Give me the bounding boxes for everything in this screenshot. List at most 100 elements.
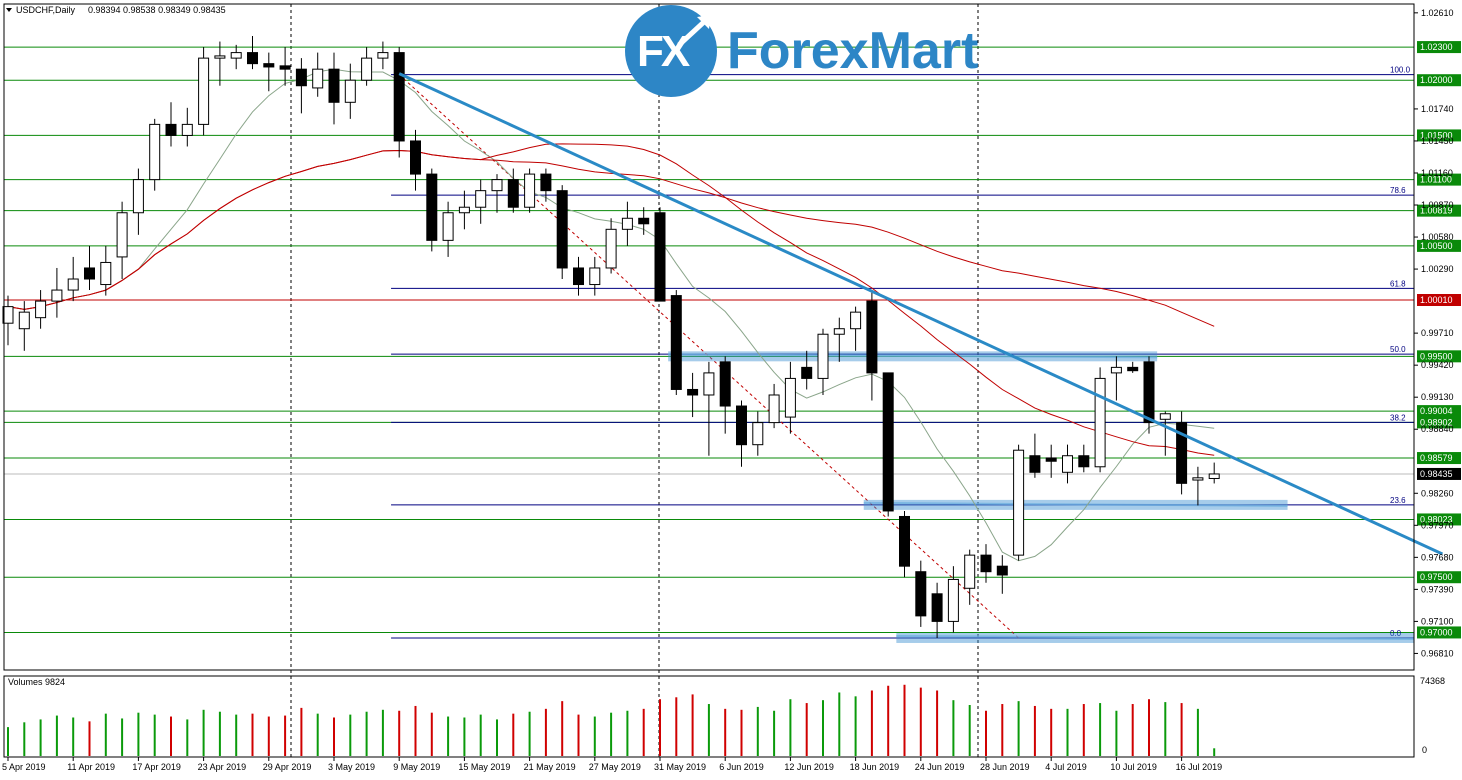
level-price-label: 0.98902 xyxy=(1420,417,1453,427)
candle-bear[interactable] xyxy=(1029,455,1041,473)
candle-bull[interactable] xyxy=(817,333,829,379)
candle-bull[interactable] xyxy=(1208,473,1220,479)
candle-bear[interactable] xyxy=(328,68,340,103)
y-tick-label: 0.99710 xyxy=(1421,328,1454,338)
candle-bear[interactable] xyxy=(719,361,731,407)
candle-bear[interactable] xyxy=(507,179,519,208)
candle-bull[interactable] xyxy=(377,52,389,59)
candle-bear[interactable] xyxy=(736,405,747,446)
candle-bull[interactable] xyxy=(361,57,373,81)
candle-bull[interactable] xyxy=(524,173,536,208)
candle-bull[interactable] xyxy=(1192,477,1204,481)
candle-bear[interactable] xyxy=(882,372,894,512)
candle-bear[interactable] xyxy=(931,593,943,622)
candle-bull[interactable] xyxy=(214,55,226,59)
candle-bear[interactable] xyxy=(393,52,405,142)
candle-bear[interactable] xyxy=(165,123,177,136)
fibonacci-label: 100.0 xyxy=(1390,66,1411,75)
candle-bear[interactable] xyxy=(279,65,291,70)
candle-bull[interactable] xyxy=(1159,413,1171,420)
level-price-label: 1.00010 xyxy=(1420,295,1453,305)
candle-bull[interactable] xyxy=(768,394,780,424)
candle-bull[interactable] xyxy=(1094,377,1106,468)
candle-bull[interactable] xyxy=(1013,449,1025,556)
candle-bull[interactable] xyxy=(589,267,601,286)
candle-bull[interactable] xyxy=(18,311,30,330)
chevron-down-icon[interactable] xyxy=(6,8,12,12)
highlight-zone-low-stroke xyxy=(896,634,1415,640)
candle-bear[interactable] xyxy=(295,68,307,87)
candle-bear[interactable] xyxy=(638,217,650,225)
fibonacci-label: 0.0 xyxy=(1390,629,1402,638)
candle-bull[interactable] xyxy=(947,578,959,622)
level-price-badge xyxy=(1417,173,1461,186)
candle-bear[interactable] xyxy=(801,366,813,379)
candle-bull[interactable] xyxy=(442,212,454,241)
candle-bull[interactable] xyxy=(181,123,193,136)
candle-bull[interactable] xyxy=(344,79,356,103)
candle-bear[interactable] xyxy=(1127,366,1139,372)
candle-bull[interactable] xyxy=(491,179,503,192)
x-tick-label: 3 May 2019 xyxy=(328,762,375,772)
symbol-label: USDCHF,Daily xyxy=(16,5,76,15)
candle-bull[interactable] xyxy=(149,123,161,181)
candle-bear[interactable] xyxy=(654,212,666,302)
candle-bull[interactable] xyxy=(621,217,633,230)
candle-bear[interactable] xyxy=(980,554,992,573)
level-price-badge xyxy=(1417,452,1461,465)
candle-bear[interactable] xyxy=(540,173,552,192)
level-price-badge xyxy=(1417,239,1461,252)
candle-bear[interactable] xyxy=(1143,361,1155,424)
candle-bear[interactable] xyxy=(1045,457,1057,462)
candle-bull[interactable] xyxy=(2,306,14,324)
fibonacci-label: 23.6 xyxy=(1390,496,1406,505)
candle-bull[interactable] xyxy=(784,377,796,418)
candle-bear[interactable] xyxy=(866,300,878,374)
candle-bear[interactable] xyxy=(426,173,438,241)
candle-bull[interactable] xyxy=(458,206,470,214)
level-price-badge xyxy=(1417,416,1461,429)
candle-bull[interactable] xyxy=(100,261,112,286)
fibonacci-label: 61.8 xyxy=(1390,279,1406,288)
candle-bear[interactable] xyxy=(687,388,699,396)
y-tick-label: 0.96810 xyxy=(1421,648,1454,658)
level-price-label: 1.00819 xyxy=(1420,206,1453,216)
x-tick-label: 17 Apr 2019 xyxy=(132,762,181,772)
candle-bull[interactable] xyxy=(116,212,128,258)
candle-bear[interactable] xyxy=(1078,455,1090,468)
candle-bear[interactable] xyxy=(670,295,682,390)
trendline[interactable] xyxy=(398,72,1444,556)
candle-bull[interactable] xyxy=(1062,455,1073,473)
y-tick-label: 1.01160 xyxy=(1421,168,1453,178)
candle-bull[interactable] xyxy=(230,52,242,59)
candle-bull[interactable] xyxy=(605,228,617,269)
forexmart-logo: FX ForexMart xyxy=(625,5,978,97)
candle-bull[interactable] xyxy=(703,372,715,396)
candle-bull[interactable] xyxy=(964,554,976,589)
candle-bull[interactable] xyxy=(51,289,63,302)
x-tick-label: 28 Jun 2019 xyxy=(980,762,1030,772)
candle-bear[interactable] xyxy=(556,190,568,269)
candle-bull[interactable] xyxy=(1110,366,1122,374)
candle-bull[interactable] xyxy=(132,179,144,214)
candle-bull[interactable] xyxy=(35,300,47,319)
candle-bear[interactable] xyxy=(247,52,258,65)
candle-bull[interactable] xyxy=(752,422,764,446)
candle-bull[interactable] xyxy=(833,328,845,335)
candle-bull[interactable] xyxy=(67,278,79,291)
candle-bear[interactable] xyxy=(1176,422,1188,484)
candle-bear[interactable] xyxy=(410,140,421,175)
candle-bear[interactable] xyxy=(84,267,95,280)
candle-bear[interactable] xyxy=(573,267,584,286)
level-price-label: 0.98023 xyxy=(1420,514,1453,524)
candle-bull[interactable] xyxy=(475,190,487,208)
candle-bull[interactable] xyxy=(312,68,324,89)
candle-bear[interactable] xyxy=(915,571,927,617)
candle-bear[interactable] xyxy=(899,515,910,567)
candle-bull[interactable] xyxy=(198,57,210,125)
candle-bull[interactable] xyxy=(850,311,862,330)
candle-bear[interactable] xyxy=(996,565,1008,576)
candle-bear[interactable] xyxy=(263,63,275,68)
